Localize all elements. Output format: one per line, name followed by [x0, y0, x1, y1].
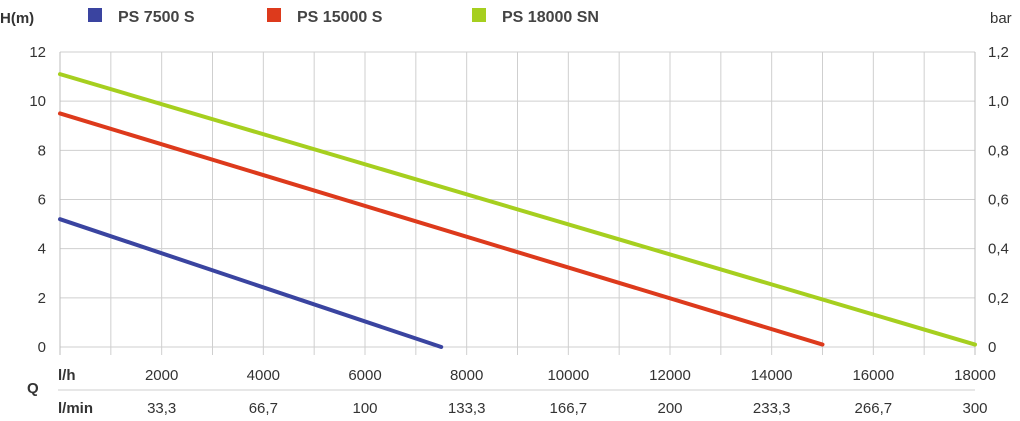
y-right-tick-label: 0: [988, 339, 996, 356]
y-right-tick-label: 0,2: [988, 290, 1009, 307]
x-tick-label-lh: 4000: [247, 367, 280, 384]
x-tick-label-lh: 16000: [852, 367, 894, 384]
legend-item-1: PS 7500 S: [88, 8, 195, 26]
y-tick-label: 2: [38, 290, 46, 307]
series-line-3: [58, 72, 977, 347]
x-tick-label-lh: 12000: [649, 367, 691, 384]
y-right-tick-label: 0,6: [988, 192, 1009, 209]
y-left-axis-title: H(m): [0, 10, 34, 27]
legend-label: PS 7500 S: [118, 9, 195, 26]
x-axis-unit-lmin: l/min: [58, 400, 93, 417]
x-axis-tick-labels: 2000 4000 6000 8000 10000 12000 14000 16000 1800…: [145, 367, 996, 417]
series-lines: [58, 72, 977, 349]
legend-item-2: PS 15000 S: [267, 8, 383, 26]
x-tick-label-lmin: 166,7: [550, 400, 588, 417]
y-tick-label: 0: [38, 339, 46, 356]
legend-label: PS 18000 SN: [502, 9, 599, 26]
grid: [58, 51, 976, 391]
x-tick-label-lmin: 100: [352, 400, 377, 417]
legend-swatch: [472, 8, 486, 22]
x-tick-label-lmin: 133,3: [448, 400, 486, 417]
legend-swatch: [267, 8, 281, 22]
x-tick-label-lmin: 66,7: [249, 400, 278, 417]
x-tick-label-lmin: 266,7: [855, 400, 893, 417]
legend-item-3: PS 18000 SN: [472, 8, 599, 26]
x-tick-label-lmin: 233,3: [753, 400, 791, 417]
x-tick-label-lh: 8000: [450, 367, 483, 384]
x-tick-label-lh: 18000: [954, 367, 996, 384]
y-tick-label: 12: [29, 44, 46, 61]
y-right-tick-label: 0,8: [988, 142, 1009, 159]
series-line-2: [58, 111, 825, 347]
legend-swatch: [88, 8, 102, 22]
y-right-tick-label: 1,0: [988, 93, 1009, 110]
series-line-1: [58, 217, 444, 349]
x-axis-unit-lh: l/h: [58, 367, 76, 384]
y-tick-label: 10: [29, 93, 46, 110]
x-tick-label-lmin: 200: [657, 400, 682, 417]
x-tick-label-lh: 10000: [547, 367, 589, 384]
x-tick-label-lmin: 33,3: [147, 400, 176, 417]
y-axis-tick-labels: 0 2 4 6 8 10 12 0 0,2 0,4 0,6 0,8 1,0 1,2: [29, 44, 1009, 356]
legend-label: PS 15000 S: [297, 9, 383, 26]
y-right-tick-label: 0,4: [988, 241, 1009, 258]
x-tick-label-lh: 14000: [751, 367, 793, 384]
y-tick-label: 6: [38, 192, 46, 209]
legend: PS 7500 S PS 15000 S PS 18000 SN: [88, 8, 599, 26]
x-axis-symbol-q: Q: [27, 380, 39, 397]
x-tick-label-lmin: 300: [962, 400, 987, 417]
y-right-axis-title: bar: [990, 10, 1012, 27]
y-tick-label: 4: [38, 241, 46, 258]
x-tick-label-lh: 2000: [145, 367, 178, 384]
x-tick-label-lh: 6000: [348, 367, 381, 384]
y-tick-label: 8: [38, 142, 46, 159]
y-right-tick-label: 1,2: [988, 44, 1009, 61]
